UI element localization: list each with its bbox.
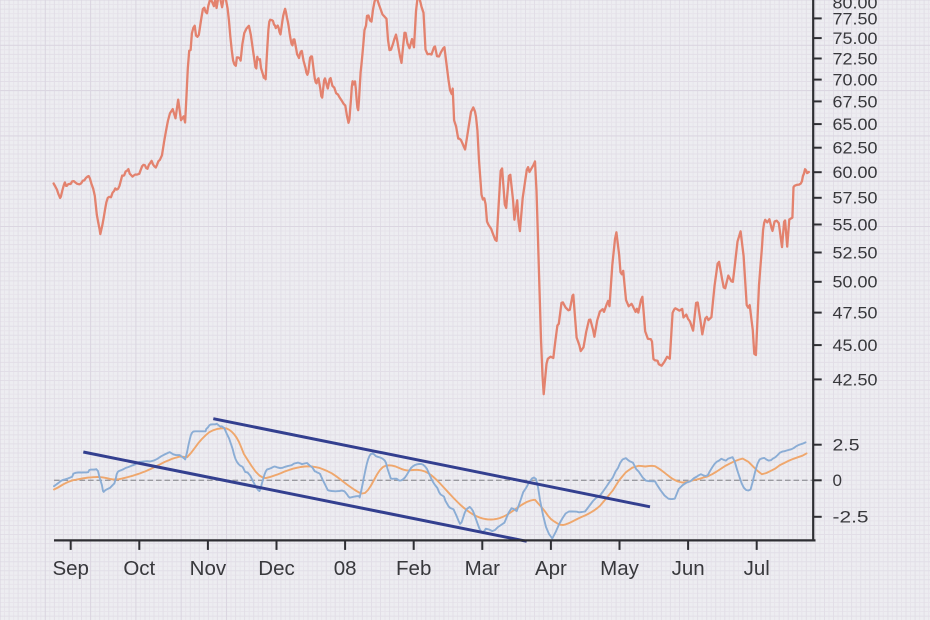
svg-text:52.50: 52.50 xyxy=(833,243,878,262)
svg-text:Sep: Sep xyxy=(52,557,88,580)
svg-text:47.50: 47.50 xyxy=(833,304,878,323)
svg-text:67.50: 67.50 xyxy=(833,92,878,111)
svg-text:75.00: 75.00 xyxy=(833,29,878,48)
svg-text:08: 08 xyxy=(334,557,357,580)
svg-text:-2.5: -2.5 xyxy=(833,508,869,527)
svg-text:50.00: 50.00 xyxy=(833,273,878,292)
svg-text:70.00: 70.00 xyxy=(833,71,878,90)
svg-text:80.00: 80.00 xyxy=(833,0,878,13)
svg-text:Jul: Jul xyxy=(744,557,770,580)
svg-text:Nov: Nov xyxy=(190,557,227,580)
svg-text:Feb: Feb xyxy=(396,557,431,580)
svg-text:Mar: Mar xyxy=(465,557,500,580)
svg-text:42.50: 42.50 xyxy=(833,370,878,389)
svg-text:Dec: Dec xyxy=(258,557,294,580)
svg-text:55.00: 55.00 xyxy=(833,215,878,234)
svg-text:60.00: 60.00 xyxy=(833,163,878,182)
svg-text:Oct: Oct xyxy=(123,557,155,580)
svg-text:65.00: 65.00 xyxy=(833,115,878,134)
svg-text:0: 0 xyxy=(833,471,843,490)
svg-text:72.50: 72.50 xyxy=(833,49,878,68)
svg-text:62.50: 62.50 xyxy=(833,139,878,158)
svg-text:77.50: 77.50 xyxy=(833,9,878,28)
svg-text:Apr: Apr xyxy=(535,557,567,580)
svg-text:2.5: 2.5 xyxy=(833,436,860,455)
svg-text:57.50: 57.50 xyxy=(833,189,878,208)
svg-text:45.00: 45.00 xyxy=(833,336,878,355)
svg-text:Jun: Jun xyxy=(672,557,705,580)
svg-text:May: May xyxy=(600,557,639,580)
